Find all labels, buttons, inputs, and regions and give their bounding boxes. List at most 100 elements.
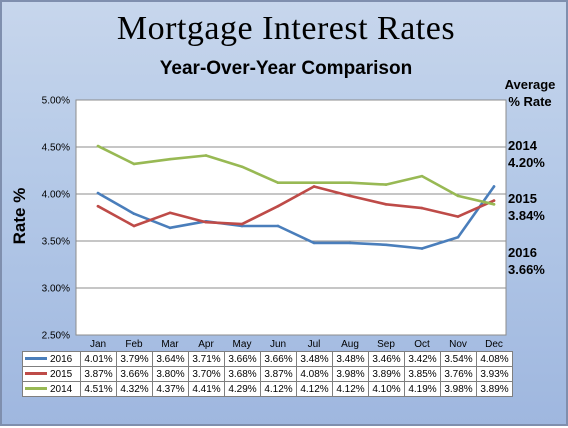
data-point-2014 — [420, 174, 424, 178]
table-cell: 4.08% — [476, 351, 513, 367]
table-cell: 3.42% — [404, 351, 441, 367]
table-cell: 3.80% — [152, 366, 189, 382]
data-point-2014 — [348, 181, 352, 185]
chart-title: Mortgage Interest Rates — [116, 10, 456, 47]
table-cell: 3.66% — [224, 351, 261, 367]
table-cell: 3.64% — [152, 351, 189, 367]
x-tick-label: Jan — [90, 339, 106, 350]
data-point-2016 — [96, 191, 100, 195]
average-year-label: 2016 — [508, 245, 537, 260]
x-tick-label: Sep — [377, 339, 395, 350]
table-cell: 4.29% — [224, 381, 261, 397]
average-value-label: 4.20% — [508, 155, 545, 170]
data-point-2015 — [312, 185, 316, 188]
data-point-2014 — [132, 162, 136, 166]
table-cell: 3.87% — [80, 366, 117, 382]
x-tick-label: May — [233, 339, 252, 350]
average-2015-annotation: 2015 3.84% — [508, 190, 566, 224]
data-point-2016 — [132, 212, 136, 216]
table-cell: 3.98% — [440, 381, 477, 397]
average-heading-line1: Average — [504, 77, 556, 92]
y-tick-label: 4.00% — [42, 190, 70, 201]
table-cell: 4.08% — [296, 366, 333, 382]
x-tick-label: Nov — [449, 339, 467, 350]
series-line-2014 — [96, 144, 496, 206]
average-value-label: 3.84% — [508, 208, 545, 223]
data-point-2016 — [456, 235, 460, 239]
data-point-2014 — [456, 194, 460, 198]
table-cell: 4.10% — [368, 381, 405, 397]
data-point-2016 — [420, 247, 424, 250]
y-tick-label: 3.00% — [42, 284, 70, 295]
plot-area — [75, 99, 507, 336]
data-point-2014 — [240, 165, 244, 169]
legend-swatch — [25, 387, 47, 391]
data-point-2014 — [168, 157, 172, 161]
data-point-2014 — [492, 203, 496, 206]
data-point-2015 — [492, 199, 496, 202]
data-point-2015 — [420, 206, 424, 210]
average-2014-annotation: 2014 4.20% — [508, 137, 566, 171]
y-tick-label: 2.50% — [42, 331, 70, 342]
table-cell: 3.79% — [116, 351, 153, 367]
table-cell: 4.01% — [80, 351, 117, 367]
data-point-2015 — [348, 194, 352, 198]
table-cell: 4.32% — [116, 381, 153, 397]
table-cell: 3.66% — [260, 351, 297, 367]
data-point-2016 — [312, 241, 316, 245]
data-point-2016 — [348, 241, 352, 245]
table-cell: 3.98% — [332, 366, 369, 382]
chart-subtitle: Year-Over-Year Comparison — [159, 58, 413, 79]
data-point-2014 — [204, 154, 208, 157]
legend-swatch — [25, 372, 47, 376]
data-point-2015 — [276, 204, 280, 208]
average-value-label: 3.66% — [508, 262, 545, 277]
legend-entry: 2016 — [22, 351, 81, 367]
table-cell: 3.71% — [188, 351, 225, 367]
table-cell: 4.37% — [152, 381, 189, 397]
table-cell: 4.12% — [260, 381, 297, 397]
data-point-2015 — [456, 215, 460, 218]
table-cell: 3.89% — [368, 366, 405, 382]
legend-entry: 2015 — [22, 366, 81, 382]
average-heading-line2: % Rate — [508, 94, 552, 109]
table-cell: 3.46% — [368, 351, 405, 367]
y-tick-label: 4.50% — [42, 143, 70, 154]
table-cell: 4.12% — [332, 381, 369, 397]
table-cell: 4.51% — [80, 381, 117, 397]
x-tick-label: Mar — [161, 339, 179, 350]
table-cell: 3.85% — [404, 366, 441, 382]
x-tick-label: Jun — [270, 339, 286, 350]
data-point-2014 — [96, 144, 100, 148]
table-cell: 3.93% — [476, 366, 513, 382]
data-point-2014 — [384, 183, 388, 186]
table-cell: 3.54% — [440, 351, 477, 367]
y-tick-label: 5.00% — [42, 96, 70, 107]
table-cell: 4.12% — [296, 381, 333, 397]
data-point-2015 — [204, 220, 208, 224]
table-cell: 3.89% — [476, 381, 513, 397]
table-cell: 3.87% — [260, 366, 297, 382]
x-tick-label: Aug — [341, 339, 359, 350]
data-point-2015 — [240, 222, 244, 226]
x-tick-label: Apr — [198, 339, 214, 350]
average-rate-heading: Average % Rate — [498, 76, 562, 110]
data-point-2016 — [492, 185, 496, 188]
x-tick-label: Feb — [125, 339, 143, 350]
data-point-2016 — [168, 226, 172, 230]
legend-label: 2015 — [50, 368, 73, 380]
table-cell: 3.76% — [440, 366, 477, 382]
table-row: 2016 4.01% 3.79% 3.64% 3.71% 3.66% 3.66% 3.48% 3… — [22, 351, 513, 367]
data-table-body: 2016 4.01% 3.79% 3.64% 3.71% 3.66% 3.66% 3.48% 3… — [22, 351, 513, 397]
data-point-2016 — [276, 224, 280, 228]
data-point-2015 — [168, 211, 172, 215]
table-cell: 3.48% — [332, 351, 369, 367]
average-2016-annotation: 2016 3.66% — [508, 244, 566, 278]
average-year-label: 2015 — [508, 191, 537, 206]
data-point-2015 — [96, 204, 100, 208]
table-row: 2015 3.87% 3.66% 3.80% 3.70% 3.68% 3.87% 4.08% 3… — [22, 366, 513, 382]
data-point-2015 — [384, 203, 388, 206]
average-year-label: 2014 — [508, 138, 537, 153]
data-point-2015 — [132, 224, 136, 228]
